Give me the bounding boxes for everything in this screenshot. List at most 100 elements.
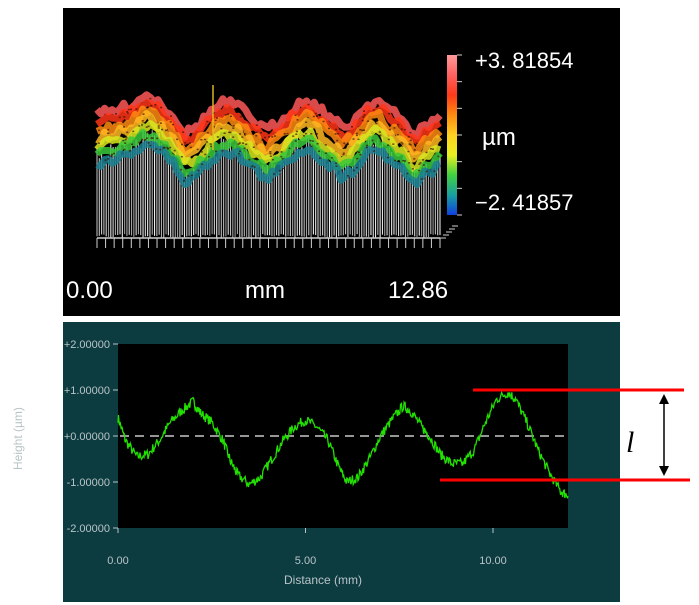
surface-speckle [371, 139, 374, 142]
surface-speckle [411, 168, 414, 170]
x-tick-label: 5.00 [295, 555, 316, 567]
surface-speckle [154, 104, 157, 106]
surface-speckle [147, 142, 150, 144]
colorbar [447, 54, 462, 216]
surface-speckle [127, 108, 130, 111]
surface-speckle [212, 126, 215, 128]
surface-speckle [372, 109, 375, 111]
surface-speckle [204, 138, 207, 141]
surface-speckle [419, 162, 422, 164]
surface-speckle [124, 138, 127, 141]
surface-speckle [125, 137, 128, 139]
surface-speckle [141, 120, 144, 122]
colorbar-max-label: +3. 81854 [475, 48, 573, 73]
surface-speckle [147, 125, 150, 128]
surface-speckle [418, 163, 421, 165]
amplitude-annotation: l [440, 388, 690, 482]
surface-speckle [363, 110, 365, 112]
surface-speckle [404, 160, 406, 162]
surface-speckle [176, 138, 179, 141]
surface-speckle [346, 175, 349, 177]
surface-speckle [393, 127, 396, 129]
surface-speckle [255, 131, 258, 133]
surface-speckle [373, 150, 376, 152]
surface-speckle [324, 144, 327, 146]
surface-speckle [124, 142, 127, 144]
surface-x-tick-start: 0.00 [66, 277, 113, 304]
surface-speckle [230, 115, 232, 118]
surface-speckle [294, 114, 297, 116]
surface-speckle [387, 138, 390, 141]
surface-speckle [363, 114, 366, 116]
surface-speckle [402, 159, 405, 162]
surface-speckle [365, 146, 368, 149]
surface-speckle [353, 169, 356, 172]
amplitude-symbol: l [626, 426, 634, 459]
surface-band [95, 99, 442, 146]
surface-speckle [209, 143, 212, 145]
surface-speckle [159, 148, 162, 151]
surface-speckle [104, 159, 107, 161]
surface-speckle [214, 119, 217, 122]
surface-speckle [162, 147, 165, 149]
surface-speckle [97, 142, 100, 144]
surface-speckle [407, 136, 410, 138]
surface-speckle [334, 133, 337, 135]
surface-speckle [409, 144, 412, 146]
surface-speckle [314, 133, 317, 135]
surface-speckle [337, 133, 340, 135]
surface-speckle [305, 121, 308, 123]
surface-speckle [295, 133, 298, 135]
surface-speckle [355, 132, 358, 135]
colorbar-unit-label: µm [482, 124, 516, 151]
surface-speckle [401, 143, 404, 145]
surface-x-axis-label: mm [245, 277, 285, 304]
surface-speckle [111, 153, 113, 156]
surface-speckle [379, 134, 382, 136]
surface-speckle [371, 118, 374, 120]
surface-speckle [107, 128, 110, 131]
surface-speckle [268, 136, 271, 138]
surface-speckle [309, 139, 312, 142]
surface-speckle [310, 133, 313, 135]
surface-speckle [269, 155, 272, 157]
surface-speckle [123, 148, 126, 151]
surface-speckle [373, 146, 376, 148]
surface-speckle [367, 120, 370, 122]
surface-speckle [135, 108, 138, 110]
surface-speckle [322, 120, 325, 123]
surface-speckle [278, 170, 281, 172]
amplitude-arrow-down-head [659, 466, 669, 476]
surface-speckle [239, 115, 242, 118]
surface-speckle [126, 111, 129, 113]
surface-speckle [122, 134, 125, 136]
profile-line [117, 390, 569, 499]
surface-speckle [251, 165, 254, 167]
surface-speckle [260, 132, 262, 134]
surface-speckle [197, 169, 200, 172]
surface-speckle [288, 147, 291, 150]
surface-speckle [126, 112, 129, 114]
surface-speckle [252, 146, 255, 148]
surface-speckle [433, 170, 436, 172]
surface-speckle [305, 132, 307, 135]
surface-speckle [392, 143, 395, 145]
surface-speckle [378, 131, 381, 133]
surface-speckle [172, 123, 175, 126]
surface-speckle [210, 145, 213, 148]
surface-speckle [280, 151, 283, 153]
surface-speckle [204, 153, 207, 156]
surface-speckle [422, 159, 425, 161]
surface-speckle [131, 143, 133, 145]
surface-speckle [362, 116, 365, 118]
surface-speckle [291, 153, 294, 155]
surface-speckle [149, 97, 152, 100]
surface-speckle [336, 139, 339, 142]
surface-speckle [216, 136, 219, 138]
surface-band [95, 140, 441, 189]
surface-speckle [388, 128, 391, 131]
surface-speckle [206, 132, 209, 134]
colorbar-gradient [447, 55, 457, 215]
surface-speckle [138, 141, 141, 144]
surface-speckle [189, 146, 192, 149]
